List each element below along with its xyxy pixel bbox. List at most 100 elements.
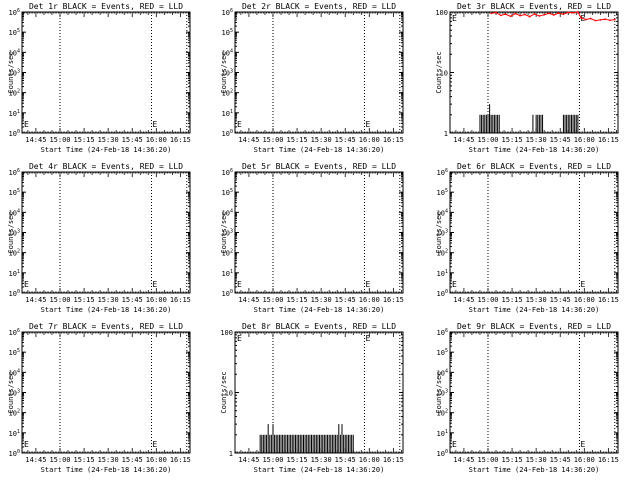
plot-frame [449,171,619,294]
panel-det-1r: Det 1r BLACK = Events, RED = LLD 100 101 10… [7,2,191,154]
x-tick-label: 16:00 [359,456,380,464]
y-axis-label: Counts/sec [220,211,228,253]
y-tick-label: 100 [222,289,233,298]
x-tick-label: 15:15 [502,456,523,464]
plot-frame [449,11,619,134]
x-tick-label: 15:30 [526,456,547,464]
x-axis-label: Start Time (24-Feb-18 14:36:20) [254,146,385,154]
lld-point [567,11,570,14]
y-tick-label: 102 [222,89,233,98]
lld-point [490,12,493,15]
x-tick-label: 15:30 [526,296,547,304]
x-tick-label: 14:45 [238,296,259,304]
lld-point [533,13,536,15]
panel-det-7r: Det 7r BLACK = Events, RED = LLD 100 101 10… [7,322,191,474]
x-tick-label: 15:45 [550,296,571,304]
x-axis-label: Start Time (24-Feb-18 14:36:20) [41,466,172,474]
y-tick-label: 105 [437,348,448,357]
x-tick-label: 16:15 [598,296,619,304]
panel-title: Det 7r BLACK = Events, RED = LLD [29,322,183,331]
y-tick-label: 102 [9,89,20,98]
plot-frame [21,11,191,134]
x-tick-label: 15:00 [49,136,70,144]
x-tick-label: 16:15 [598,136,619,144]
y-tick-label: 103 [9,389,20,398]
y-tick-label: 102 [9,409,20,418]
y-tick-label: 101 [437,269,448,278]
lld-point [499,14,502,17]
e-marker: E [152,440,157,449]
y-tick-label: 105 [9,348,20,357]
y-tick-label: 102 [437,409,448,418]
panel-det-3r: Det 3r BLACK = Events, RED = LLD 1 10 100 14… [435,2,619,154]
y-tick-label: 10 [440,70,448,78]
plot-frame [234,171,404,294]
y-tick-label: 103 [222,69,233,78]
panel-title: Det 8r BLACK = Events, RED = LLD [242,322,396,331]
lld-point [514,12,517,15]
y-tick-label: 1 [444,130,448,138]
y-tick-label: 100 [9,289,20,298]
y-tick-label: 100 [435,9,448,17]
x-tick-label: 15:30 [311,296,332,304]
x-tick-label: 16:00 [146,136,167,144]
x-tick-label: 15:30 [526,136,547,144]
x-tick-label: 15:30 [311,456,332,464]
lld-point [528,15,531,18]
y-tick-label: 106 [222,168,233,177]
x-tick-label: 14:45 [453,136,474,144]
x-tick-label: 14:45 [453,296,474,304]
x-tick-label: 15:15 [287,296,308,304]
x-axis-label: Start Time (24-Feb-18 14:36:20) [469,466,600,474]
panel-title: Det 1r BLACK = Events, RED = LLD [29,2,183,11]
y-tick-label: 102 [437,249,448,258]
y-tick-label: 104 [222,48,233,57]
y-axis-label: Counts/sec [435,51,443,93]
y-axis-label: Counts/sec [7,51,15,93]
e-marker: E [24,120,29,129]
panel-det-9r: Det 9r BLACK = Events, RED = LLD 100 101 10… [435,322,619,474]
y-tick-label: 103 [222,229,233,238]
lld-point [552,14,555,16]
y-tick-label: 104 [9,208,20,217]
x-tick-label: 16:15 [598,456,619,464]
x-tick-label: 16:15 [383,296,404,304]
x-tick-label: 15:45 [335,456,356,464]
lld-point [557,12,560,14]
x-tick-label: 16:00 [574,136,595,144]
y-axis-label: Counts/sec [435,211,443,253]
y-tick-label: 101 [222,269,233,278]
y-tick-label: 102 [222,249,233,258]
e-marker: E [365,334,370,343]
y-tick-label: 100 [222,129,233,138]
x-tick-label: 16:15 [170,136,191,144]
x-tick-label: 15:15 [502,296,523,304]
y-tick-label: 100 [220,329,233,337]
y-tick-label: 103 [437,389,448,398]
e-marker: E [152,280,157,289]
x-tick-label: 15:45 [122,456,143,464]
e-marker: E [365,280,370,289]
x-tick-label: 16:15 [170,296,191,304]
x-tick-label: 16:00 [146,456,167,464]
x-tick-label: 16:15 [170,456,191,464]
e-marker: E [24,440,29,449]
y-tick-label: 105 [222,188,233,197]
y-tick-label: 106 [437,168,448,177]
y-tick-label: 100 [437,289,448,298]
x-tick-label: 15:30 [311,136,332,144]
e-marker: E [237,280,242,289]
x-tick-label: 15:00 [262,296,283,304]
y-tick-label: 104 [437,368,448,377]
lld-point [504,13,507,16]
x-tick-label: 16:00 [574,456,595,464]
panel-det-6r: Det 6r BLACK = Events, RED = LLD 100 101 10… [435,162,619,314]
y-tick-label: 101 [9,269,20,278]
x-tick-label: 15:00 [262,136,283,144]
panel-title: Det 4r BLACK = Events, RED = LLD [29,162,183,171]
y-tick-label: 104 [222,208,233,217]
x-tick-label: 15:15 [287,456,308,464]
y-tick-label: 1 [229,450,233,458]
y-tick-label: 103 [9,69,20,78]
e-marker: E [452,440,457,449]
